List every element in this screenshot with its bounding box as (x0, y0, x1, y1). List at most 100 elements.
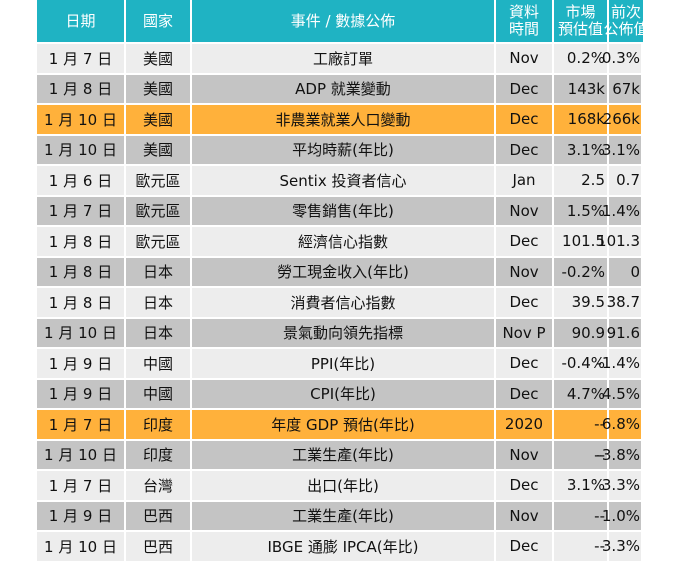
event-cell: 年度 GDP 預估(年比) (192, 410, 494, 439)
period-cell: Nov (496, 196, 552, 225)
event-cell: 平均時薪(年比) (192, 135, 494, 164)
event-cell: ADP 就業變動 (192, 74, 494, 103)
table-row: 1 月 8 日歐元區 經濟信心指數 Dec 101.5 101.3 (37, 227, 641, 256)
date-cell: 1 月 10 日 (37, 532, 124, 561)
country-cell: 印度 (126, 440, 190, 469)
header-previous-line2: 公佈值 (603, 20, 649, 38)
forecast-cell: 4.7% (554, 379, 607, 408)
date-cell: 1 月 6 日 (37, 166, 124, 195)
previous-cell: 0 (609, 257, 641, 286)
country-cell: 日本 (126, 288, 190, 317)
event-cell: 非農業就業人口變動 (192, 105, 494, 134)
date-cell: 1 月 8 日 (37, 288, 124, 317)
header-period: 資料 時間 (496, 0, 552, 42)
header-forecast: 市場 預估值 (554, 0, 607, 42)
date-cell: 1 月 9 日 (37, 379, 124, 408)
table-row: 1 月 10 日印度 工業生產(年比) Nov -- -3.8% (37, 440, 641, 469)
country-cell: 日本 (126, 257, 190, 286)
period-cell: Dec (496, 532, 552, 561)
country-cell: 巴西 (126, 532, 190, 561)
forecast-cell: -0.4% (554, 349, 607, 378)
period-cell: Nov P (496, 318, 552, 347)
previous-cell: 0.3% (602, 44, 641, 73)
country-cell: 印度 (126, 410, 190, 439)
country-cell: 美國 (126, 135, 190, 164)
previous-cell: 67k (609, 74, 641, 103)
table-row: 1 月 10 日美國 非農業就業人口變動 Dec 168k 266k (37, 105, 641, 134)
date-cell: 1 月 10 日 (37, 440, 124, 469)
table-row: 1 月 10 日巴西 IBGE 通膨 IPCA(年比) Dec -- 3.3% (37, 532, 641, 561)
event-cell: PPI(年比) (192, 349, 494, 378)
event-cell: Sentix 投資者信心 (192, 166, 494, 195)
period-cell: Jan (496, 166, 552, 195)
table-row: 1 月 8 日美國 ADP 就業變動 Dec 143k 67k (37, 74, 641, 103)
table-row: 1 月 7 日歐元區 零售銷售(年比) Nov 1.5% 1.4% (37, 196, 641, 225)
date-cell: 1 月 9 日 (37, 501, 124, 530)
table-row: 1 月 10 日日本 景氣動向領先指標 Nov P 90.9 91.6 (37, 318, 641, 347)
date-cell: 1 月 8 日 (37, 74, 124, 103)
forecast-cell: -- (554, 501, 607, 530)
table-row: 1 月 7 日台灣 出口(年比) Dec 3.1% 3.3% (37, 471, 641, 500)
forecast-cell: 3.1% (554, 471, 607, 500)
previous-cell: 101.3 (597, 227, 641, 256)
forecast-cell: 90.9 (554, 318, 607, 347)
country-cell: 美國 (126, 105, 190, 134)
table-row: 1 月 8 日日本 勞工現金收入(年比) Nov -0.2% 0 (37, 257, 641, 286)
event-cell: IBGE 通膨 IPCA(年比) (192, 532, 494, 561)
forecast-cell: 168k (554, 105, 607, 134)
country-cell: 歐元區 (126, 166, 190, 195)
period-cell: Dec (496, 227, 552, 256)
period-cell: Dec (496, 379, 552, 408)
header-period-line2: 時間 (508, 20, 539, 38)
forecast-cell: 1.5% (554, 196, 607, 225)
table-header: 日期 國家 事件 / 數據公佈 資料 時間 市場 預估值 前次 公佈值 (37, 0, 649, 42)
forecast-cell: 2.5 (554, 166, 607, 195)
table-row: 1 月 7 日印度 年度 GDP 預估(年比) 2020 -- 6.8% (37, 410, 641, 439)
header-forecast-line1: 市場 (565, 3, 596, 21)
header-previous: 前次 公佈值 (604, 0, 649, 42)
date-cell: 1 月 8 日 (37, 257, 124, 286)
date-cell: 1 月 7 日 (37, 410, 124, 439)
header-country: 國家 (126, 0, 190, 42)
forecast-cell: -- (554, 440, 607, 469)
date-cell: 1 月 7 日 (37, 196, 124, 225)
forecast-cell: 143k (554, 74, 607, 103)
forecast-cell: -0.2% (554, 257, 607, 286)
previous-cell: 4.5% (602, 379, 641, 408)
previous-cell: 1.0% (602, 501, 641, 530)
period-cell: Nov (496, 257, 552, 286)
country-cell: 中國 (126, 349, 190, 378)
country-cell: 台灣 (126, 471, 190, 500)
forecast-cell: -- (554, 532, 607, 561)
event-cell: 景氣動向領先指標 (192, 318, 494, 347)
table-row: 1 月 9 日巴西 工業生產(年比) Nov -- 1.0% (37, 501, 641, 530)
country-cell: 日本 (126, 318, 190, 347)
previous-cell: 0.7 (609, 166, 641, 195)
table-row: 1 月 9 日中國 PPI(年比) Dec -0.4% -1.4% (37, 349, 641, 378)
country-cell: 歐元區 (126, 227, 190, 256)
table-row: 1 月 10 日美國 平均時薪(年比) Dec 3.1% 3.1% (37, 135, 641, 164)
previous-cell: 3.3% (602, 532, 641, 561)
date-cell: 1 月 10 日 (37, 105, 124, 134)
header-forecast-line2: 預估值 (557, 20, 603, 38)
date-cell: 1 月 7 日 (37, 44, 124, 73)
date-cell: 1 月 10 日 (37, 318, 124, 347)
forecast-cell: 39.5 (554, 288, 607, 317)
table-row: 1 月 7 日美國 工廠訂單 Nov 0.2% 0.3% (37, 44, 641, 73)
table-row: 1 月 9 日中國 CPI(年比) Dec 4.7% 4.5% (37, 379, 641, 408)
previous-cell: 91.6 (607, 318, 641, 347)
previous-cell: 3.3% (602, 471, 641, 500)
header-previous-line1: 前次 (611, 3, 642, 21)
event-cell: 出口(年比) (192, 471, 494, 500)
period-cell: Nov (496, 440, 552, 469)
event-cell: 工業生產(年比) (192, 501, 494, 530)
previous-cell: -3.8% (596, 440, 641, 469)
period-cell: Dec (496, 349, 552, 378)
period-cell: Dec (496, 135, 552, 164)
period-cell: 2020 (496, 410, 552, 439)
previous-cell: 266k (603, 105, 641, 134)
previous-cell: 1.4% (602, 196, 641, 225)
forecast-cell: 101.5 (554, 227, 607, 256)
previous-cell: 6.8% (602, 410, 641, 439)
country-cell: 美國 (126, 74, 190, 103)
